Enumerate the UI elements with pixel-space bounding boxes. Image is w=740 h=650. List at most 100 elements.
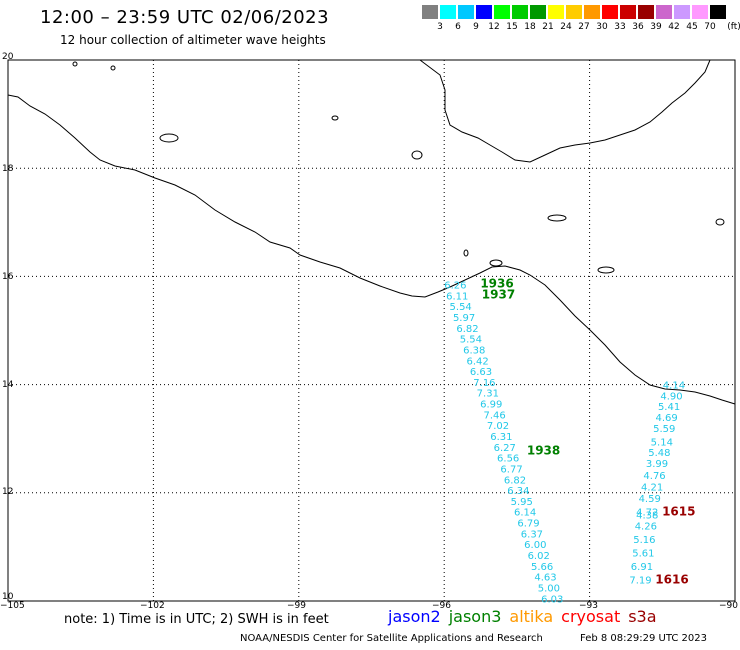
colorbar-swatch xyxy=(548,5,564,19)
y-tick-label: 14 xyxy=(2,380,14,390)
swh-value: 6.42 xyxy=(467,356,489,367)
swh-value: 6.31 xyxy=(490,432,512,443)
map-frame xyxy=(7,59,736,602)
colorbar-swatch xyxy=(512,5,528,19)
coastline-gulf xyxy=(419,59,711,163)
swh-value: 5.54 xyxy=(450,302,472,313)
swh-value: 6.82 xyxy=(456,324,478,335)
satellite-legend-item: jason2 xyxy=(388,607,441,626)
swh-value: 6.79 xyxy=(517,519,539,530)
swh-value: 6.99 xyxy=(480,400,502,411)
swh-value: 6.02 xyxy=(528,551,550,562)
swh-value: 6.27 xyxy=(494,443,516,454)
y-tick-label: 20 xyxy=(2,52,14,62)
lat-lon-grid xyxy=(8,60,735,601)
colorbar-label: 39 xyxy=(650,22,662,32)
x-tick-label: −102 xyxy=(140,601,165,611)
swh-value: 5.66 xyxy=(531,562,553,573)
swh-value: 4.38 xyxy=(636,510,658,521)
page-title: 12:00 – 23:59 UTC 02/06/2023 xyxy=(40,7,330,28)
track-time-label: 1615 xyxy=(662,505,695,519)
x-tick-label: −93 xyxy=(579,601,598,611)
swh-value: 4.26 xyxy=(635,521,657,532)
y-tick-label: 16 xyxy=(2,272,14,282)
colorbar-label: 3 xyxy=(437,22,443,32)
swh-value: 5.00 xyxy=(538,583,560,594)
x-tick-label: −99 xyxy=(287,601,306,611)
swh-value: 5.48 xyxy=(648,448,670,459)
swh-value: 6.37 xyxy=(521,529,543,540)
colorbar-label: 33 xyxy=(614,22,626,32)
colorbar-swatch xyxy=(458,5,474,19)
track-time-label: 1937 xyxy=(482,287,515,301)
y-tick-label: 10 xyxy=(2,592,14,602)
swh-value: 6.00 xyxy=(524,540,546,551)
swh-value: 7.02 xyxy=(487,421,509,432)
colorbar-swatch xyxy=(566,5,582,19)
swh-value: 6.82 xyxy=(504,475,526,486)
colorbar-swatch xyxy=(530,5,546,19)
swh-value: 4.72 xyxy=(636,508,658,519)
track-time-label: 1936 xyxy=(480,276,513,290)
colorbar-swatch xyxy=(494,5,510,19)
x-tick-label: −90 xyxy=(719,601,738,611)
swh-value: 6.03 xyxy=(541,594,563,605)
colorbar-label: 18 xyxy=(524,22,536,32)
colorbar-label: 15 xyxy=(506,22,518,32)
swh-value: 5.61 xyxy=(632,548,654,559)
x-tick-label: −96 xyxy=(432,601,451,611)
swh-value: 7.16 xyxy=(473,378,495,389)
colorbar-swatch xyxy=(692,5,708,19)
colorbar-label: 6 xyxy=(455,22,461,32)
satellite-legend-item: cryosat xyxy=(561,607,621,626)
colorbar-label: 45 xyxy=(686,22,698,32)
swh-value: 3.99 xyxy=(646,459,668,470)
satellite-legend-item: s3a xyxy=(628,607,657,626)
swh-value: 5.14 xyxy=(651,437,673,448)
colorbar-label: 24 xyxy=(560,22,572,32)
page-subtitle: 12 hour collection of altimeter wave hei… xyxy=(60,33,326,47)
colorbar-unit: (ft) xyxy=(727,22,740,32)
footer-note: note: 1) Time is in UTC; 2) SWH is in fe… xyxy=(64,612,329,627)
swh-value: 4.90 xyxy=(660,391,682,402)
colorbar-label: 9 xyxy=(473,22,479,32)
swh-value: 5.97 xyxy=(453,313,475,324)
colorbar-swatch xyxy=(638,5,654,19)
islands xyxy=(72,61,725,274)
swh-value: 4.69 xyxy=(656,413,678,424)
swh-value: 6.11 xyxy=(446,291,468,302)
swh-value: 5.41 xyxy=(658,402,680,413)
y-tick-label: 18 xyxy=(2,164,14,174)
x-tick-label: −105 xyxy=(0,601,25,611)
satellite-legend: jason2 jason3 altika cryosat s3a xyxy=(388,607,665,626)
swh-value: 4.59 xyxy=(639,494,661,505)
colorbar-swatch xyxy=(440,5,456,19)
colorbar-label: 12 xyxy=(488,22,500,32)
swh-value: 6.77 xyxy=(500,464,522,475)
y-tick-label: 12 xyxy=(2,487,14,497)
swh-value: 4.21 xyxy=(641,482,663,493)
swh-value: 4.14 xyxy=(663,381,685,392)
swh-value: 7.46 xyxy=(483,410,505,421)
swh-value: 5.59 xyxy=(653,424,675,435)
track-time-label: 1938 xyxy=(527,444,560,458)
altimeter-tracks: 6.266.115.545.976.825.546.386.426.637.16… xyxy=(444,276,695,605)
colorbar-swatch xyxy=(602,5,618,19)
swh-value: 6.63 xyxy=(470,367,492,378)
colorbar-swatch xyxy=(656,5,672,19)
colorbar-swatch xyxy=(422,5,438,19)
swh-value: 7.19 xyxy=(629,575,651,586)
colorbar-swatch xyxy=(620,5,636,19)
colorbar-label: 42 xyxy=(668,22,680,32)
swh-value: 6.56 xyxy=(497,454,519,465)
satellite-legend-item: altika xyxy=(509,607,554,626)
coastline-pacific xyxy=(7,94,736,405)
colorbar-label: 70 xyxy=(704,22,716,32)
credit-line: NOAA/NESDIS Center for Satellite Applica… xyxy=(240,633,543,644)
colorbar-label: 21 xyxy=(542,22,554,32)
swh-value: 7.31 xyxy=(477,389,499,400)
track-time-label: 1616 xyxy=(655,572,688,586)
swh-value: 5.16 xyxy=(633,535,655,546)
swh-value: 4.63 xyxy=(534,573,556,584)
